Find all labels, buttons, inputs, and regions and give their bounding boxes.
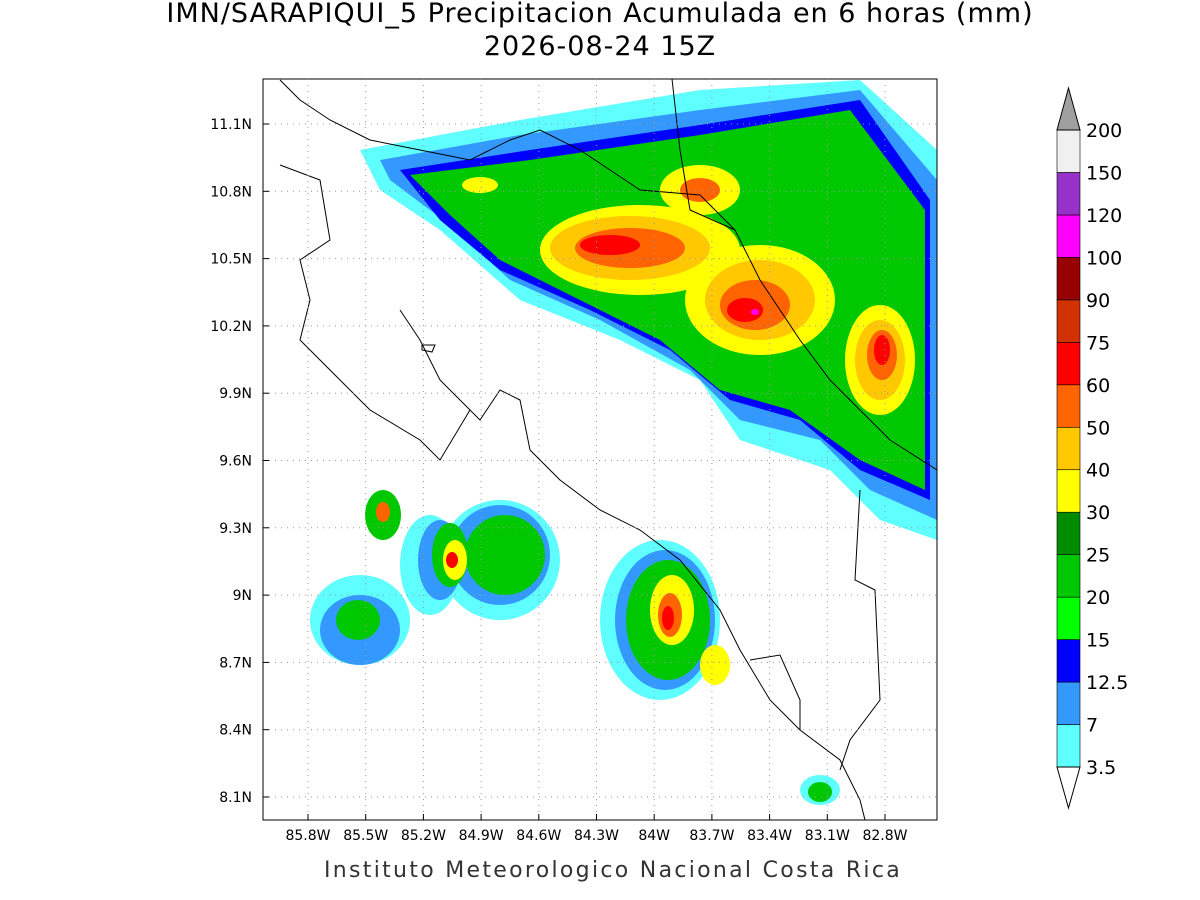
lat-tick-label: 10.8N — [210, 184, 252, 200]
colorbar-label: 120 — [1086, 205, 1122, 227]
colorbar-label: 90 — [1086, 290, 1110, 312]
colorbar-label: 12.5 — [1086, 672, 1128, 694]
color-box — [1056, 724, 1081, 768]
lat-tick-label: 9N — [233, 588, 252, 604]
color-box — [1056, 511, 1081, 555]
subtitle: 2026-08-24 15Z — [484, 31, 716, 62]
lon-tick-label: 84.6W — [516, 828, 561, 844]
colorbar-label: 60 — [1086, 375, 1110, 397]
color-box — [1056, 172, 1081, 216]
color-box — [1056, 554, 1081, 598]
color-box — [1056, 469, 1081, 513]
lon-tick-label: 84W — [638, 828, 670, 844]
map: 85.8W 85.5W 85.2W 84.9W 84.6W 84.3W 84W 83.7W 83… — [210, 78, 938, 844]
lon-tick-label: 83.7W — [689, 828, 734, 844]
lat-tick-label: 10.5N — [210, 252, 252, 268]
footer: Instituto Meteorologico Nacional Costa R… — [324, 858, 902, 883]
lat-tick-label: 8.4N — [219, 723, 252, 739]
colorbar-label: 50 — [1086, 417, 1110, 439]
color-box — [1056, 639, 1081, 683]
color-box — [1056, 384, 1081, 428]
colorbar-label: 100 — [1086, 247, 1122, 269]
lon-tick-label: 82.8W — [862, 828, 907, 844]
over-triangle — [1056, 86, 1081, 131]
coastline — [279, 79, 937, 820]
under-triangle — [1056, 766, 1081, 810]
colorbar-label: 150 — [1086, 162, 1122, 184]
colorbar-label: 25 — [1086, 545, 1110, 567]
colorbar-label: 15 — [1086, 630, 1110, 652]
lat-tick-label: 9.6N — [219, 454, 252, 470]
lat-tick-label: 8.7N — [219, 655, 252, 671]
color-box — [1056, 596, 1081, 640]
colorbar-label: 7 — [1086, 715, 1098, 737]
colorbar-label: 40 — [1086, 460, 1110, 482]
precip-field — [310, 80, 937, 805]
title: IMN/SARAPIQUI_5 Precipitacion Acumulada … — [166, 0, 1033, 29]
lat-tick-label: 10.2N — [210, 319, 252, 335]
lon-tick-label: 83.4W — [747, 828, 792, 844]
colorbar-label: 3.5 — [1086, 757, 1116, 779]
colorbar-label: 200 — [1086, 120, 1122, 142]
colorbar-label: 30 — [1086, 502, 1110, 524]
color-box — [1056, 257, 1081, 301]
lon-tick-label: 85.2W — [401, 828, 446, 844]
color-box — [1056, 299, 1081, 343]
colorbar-label: 20 — [1086, 587, 1110, 609]
lon-tick-label: 83.1W — [805, 828, 850, 844]
color-box — [1056, 214, 1081, 258]
lon-tick-label: 85.8W — [285, 828, 330, 844]
lon-tick-label: 84.9W — [459, 828, 504, 844]
color-box — [1056, 342, 1081, 386]
lon-tick-label: 85.5W — [343, 828, 388, 844]
lat-tick-label: 8.1N — [219, 790, 252, 806]
colorbar: 3.5 7 12.5 15 20 25 30 40 50 60 75 90 100 120 150 200 — [1056, 86, 1128, 810]
lat-tick-label: 11.1N — [210, 117, 252, 133]
lat-tick-label: 9.9N — [219, 386, 252, 402]
lat-tick-label: 9.3N — [219, 521, 252, 537]
color-box — [1056, 129, 1081, 173]
colorbar-label: 75 — [1086, 332, 1110, 354]
color-box — [1056, 681, 1081, 725]
color-box — [1056, 426, 1081, 471]
lon-tick-label: 84.3W — [574, 828, 619, 844]
